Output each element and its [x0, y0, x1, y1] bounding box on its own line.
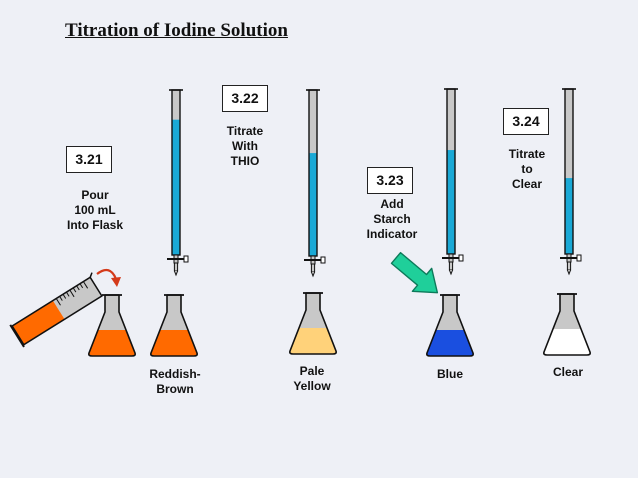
- step-3-23-instruction: Add Starch Indicator: [366, 197, 418, 241]
- step-3-23-box: 3.23: [367, 167, 413, 194]
- step-3-24-box: 3.24: [503, 108, 549, 135]
- burette-icon-3-23b: [442, 88, 464, 276]
- step-3-21-box: 3.21: [66, 146, 112, 173]
- flask-icon-reddish-brown: [150, 294, 198, 357]
- graduated-cylinder-icon: [9, 272, 103, 348]
- flask-label-blue: Blue: [436, 367, 463, 381]
- step-3-22-box: 3.22: [222, 85, 268, 112]
- page-title: Titration of Iodine Solution: [65, 20, 288, 41]
- flask-icon-step-3-21: [88, 294, 136, 357]
- flask-icon-blue: [425, 294, 475, 357]
- burette-icon-3-23: [304, 89, 326, 278]
- step-3-24-instruction: Titrate to Clear: [508, 147, 546, 191]
- curved-arrow-icon: [96, 268, 121, 287]
- flask-label-pale-yellow: Pale Yellow: [293, 364, 331, 393]
- block-arrow-icon: [390, 251, 439, 294]
- burette-icon-3-24: [560, 88, 582, 276]
- flask-icon-clear: [542, 293, 592, 356]
- burette-icon-3-22: [167, 89, 189, 277]
- flask-label-clear: Clear: [552, 365, 584, 379]
- flask-label-reddish-brown: Reddish- Brown: [149, 367, 201, 396]
- step-3-22-instruction: Titrate With THIO: [226, 124, 264, 168]
- step-3-21-instruction: Pour 100 mL Into Flask: [66, 188, 123, 232]
- flask-icon-pale-yellow: [288, 292, 338, 355]
